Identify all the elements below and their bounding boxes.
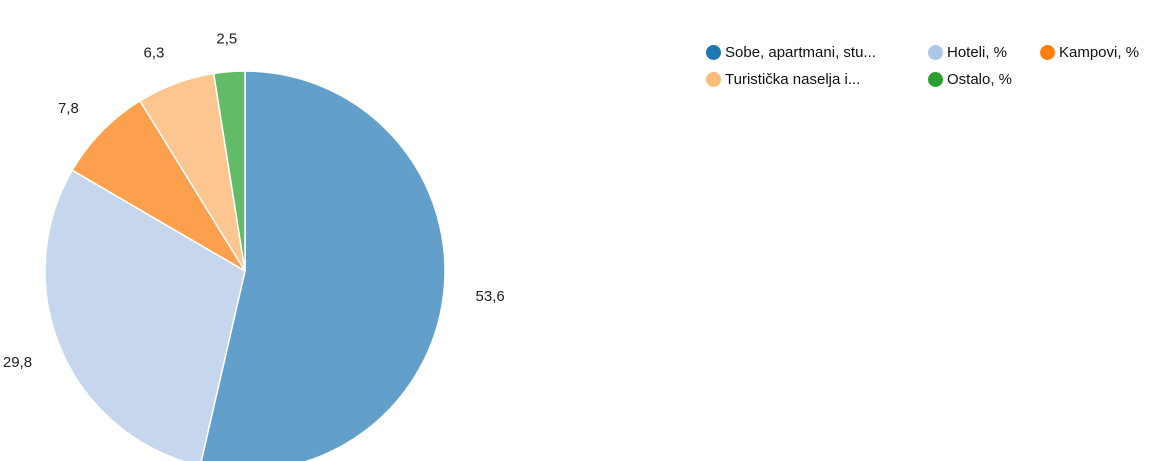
- legend-item-sobe[interactable]: Sobe, apartmani, stu...: [706, 44, 876, 61]
- slice-value-label: 53,6: [476, 288, 505, 305]
- legend-swatch: [928, 45, 943, 60]
- legend-item-turisticka-naselja[interactable]: Turistička naselja i...: [706, 71, 860, 88]
- legend-label: Turistička naselja i...: [725, 71, 861, 88]
- legend-swatch: [1040, 45, 1055, 60]
- legend-item-ostalo[interactable]: Ostalo, %: [928, 71, 1012, 88]
- slice-value-label: 7,8: [58, 100, 79, 117]
- legend-label: Ostalo, %: [947, 71, 1013, 88]
- pie-slice[interactable]: [212, 70, 246, 272]
- legend-swatch: [706, 72, 721, 87]
- legend-label: Sobe, apartmani, stu...: [725, 44, 876, 61]
- pie-slice[interactable]: [200, 70, 446, 461]
- legend-item-kampovi[interactable]: Kampovi, %: [1040, 44, 1139, 61]
- legend-swatch: [928, 72, 943, 87]
- pie-slice[interactable]: [44, 169, 246, 461]
- legend-label: Kampovi, %: [1059, 44, 1140, 61]
- slice-value-label: 29,8: [3, 354, 32, 371]
- slice-value-label: 2,5: [216, 31, 237, 48]
- slice-value-label: 6,3: [143, 44, 164, 61]
- pie-slice[interactable]: [71, 99, 246, 272]
- legend-swatch: [706, 45, 721, 60]
- legend-item-hoteli[interactable]: Hoteli, %: [928, 44, 1007, 61]
- legend-label: Hoteli, %: [947, 44, 1008, 61]
